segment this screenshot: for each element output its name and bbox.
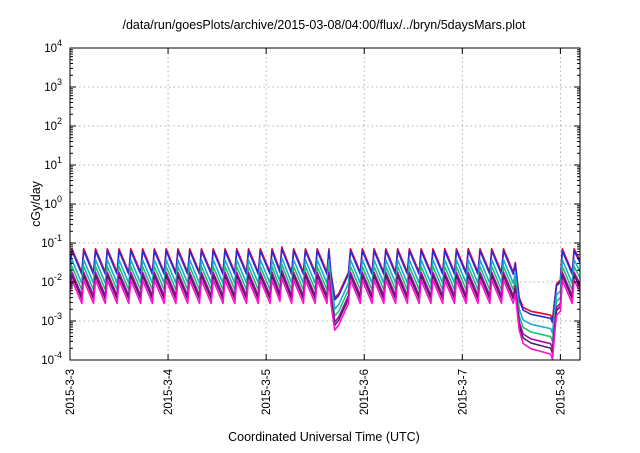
y-tick-label: 101 (44, 155, 62, 172)
chart-title: /data/run/goesPlots/archive/2015-03-08/0… (122, 18, 526, 32)
series-line-7 (70, 277, 580, 360)
y-tick-label: 104 (44, 38, 62, 55)
y-tick-label: 10-2 (41, 272, 62, 289)
y-tick-label: 102 (44, 116, 62, 133)
x-tick-label: 2015-3-6 (359, 369, 371, 415)
x-tick-label: 2015-3-5 (261, 369, 273, 415)
grid-lines (70, 48, 580, 360)
series-lines (70, 246, 580, 360)
x-tick-label: 2015-3-8 (555, 369, 567, 415)
y-tick-label: 103 (44, 77, 62, 94)
y-tick-label: 10-4 (41, 350, 62, 367)
x-tick-label: 2015-3-3 (65, 369, 77, 415)
x-axis-label: Coordinated Universal Time (UTC) (228, 430, 420, 444)
x-tick-label: 2015-3-4 (163, 368, 175, 415)
x-tick-label: 2015-3-7 (457, 369, 469, 415)
y-axis-label: cGy/day (29, 180, 43, 227)
axis-ticks: 10-4 10-3 10-2 10-1 100 101 102 103 104 2015-3-3 2… (41, 38, 580, 415)
y-tick-label: 10-1 (41, 233, 62, 250)
y-tick-label: 100 (44, 194, 62, 211)
y-tick-label: 10-3 (41, 311, 62, 328)
